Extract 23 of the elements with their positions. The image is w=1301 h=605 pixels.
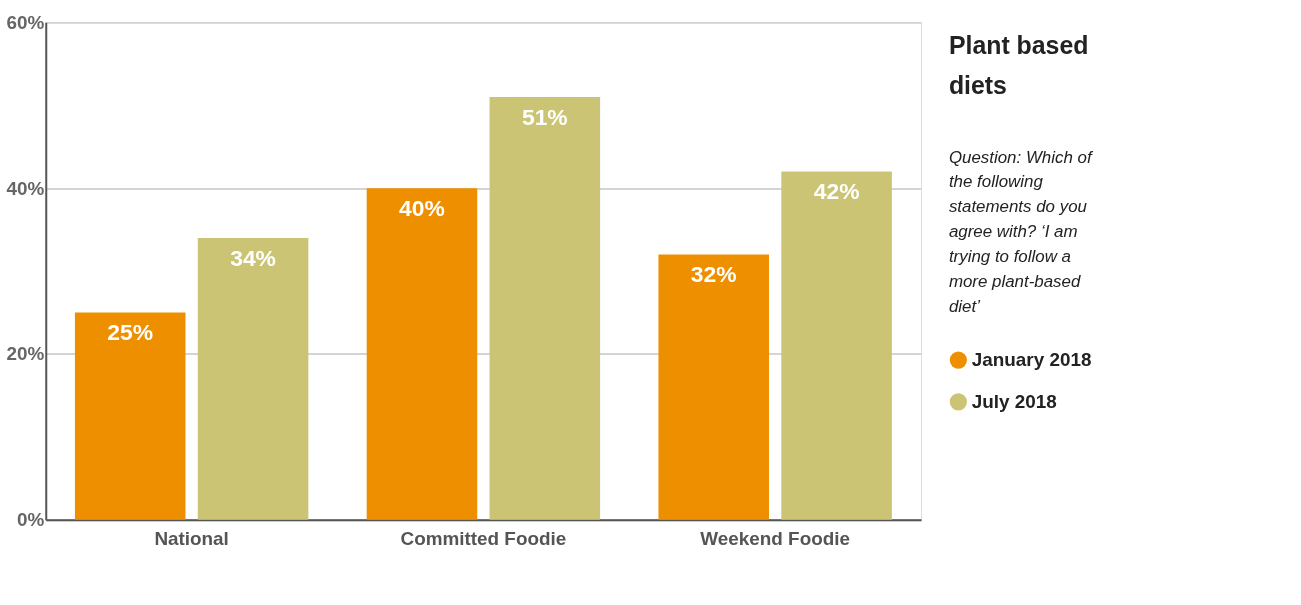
y-tick-label: 60% [6, 11, 45, 33]
y-tick-label: 20% [6, 343, 45, 365]
y-tick-label: 40% [6, 177, 45, 199]
text: Plant based diets [948, 31, 1089, 99]
data-label: 40% [399, 195, 445, 221]
bar [366, 188, 478, 520]
data-label: 42% [813, 178, 860, 205]
bar [74, 312, 186, 520]
bar [781, 171, 892, 520]
bar [658, 254, 770, 520]
data-label: 25% [107, 319, 154, 346]
y-tick-label: 0% [16, 509, 45, 531]
bar [197, 237, 309, 520]
legend-label: January 2018 [971, 349, 1092, 371]
data-label: 51% [521, 103, 568, 130]
x-tick-label: Committed Foodie [400, 528, 567, 550]
data-label: 32% [690, 261, 737, 288]
x-tick-label: Weekend Foodie [700, 528, 850, 550]
text: Question: Which of the following statements do you agree with? ‘I am trying to follow a more plant-based diet’ [948, 147, 1094, 316]
bar [489, 96, 601, 520]
data-label: 34% [230, 244, 276, 271]
x-tick-label: National [154, 528, 229, 550]
legend-label: July 2018 [971, 390, 1057, 412]
